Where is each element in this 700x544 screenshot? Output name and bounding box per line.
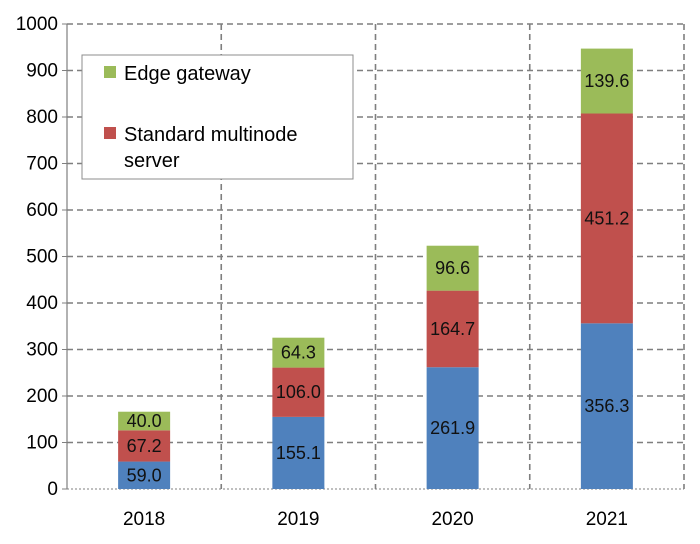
bar-segment-2018-series-0 (118, 461, 171, 489)
y-tick-label-0: 0 (47, 479, 58, 500)
legend-label-edge-gateway: Edge gateway (124, 63, 251, 85)
data-label-2019-series-2: 64.3 (281, 343, 316, 363)
x-tick-label-2019: 2019 (277, 509, 319, 530)
data-label-2020-series-0: 261.9 (430, 418, 475, 438)
bar-segment-2020-series-1 (426, 290, 479, 368)
y-tick-label-200: 200 (26, 386, 58, 407)
legend: Edge gateway Standard multinode server (81, 54, 354, 180)
bar-segment-2020-series-2 (426, 245, 479, 291)
bar-segment-2019-series-2 (272, 337, 325, 368)
y-tick-label-300: 300 (26, 340, 58, 361)
x-axis-tick-labels: 2018 2019 2020 2021 (123, 509, 628, 530)
y-tick-label-500: 500 (26, 247, 58, 268)
y-tick-label-700: 700 (26, 154, 58, 175)
bars (118, 48, 633, 489)
bar-segment-2021-series-1 (580, 113, 633, 324)
y-tick-label-800: 800 (26, 107, 58, 128)
bar-segment-2020-series-0 (426, 367, 479, 489)
axes (62, 23, 684, 490)
data-label-2018-series-1: 67.2 (127, 436, 162, 456)
data-labels: 59.0 67.2 40.0 155.1 106.0 64.3 261.9 164.7 96.6… (127, 71, 630, 485)
legend-swatch-edge-gateway (104, 66, 116, 78)
y-tick-label-400: 400 (26, 293, 58, 314)
x-tick-label-2021: 2021 (586, 509, 628, 530)
data-label-2021-series-1: 451.2 (584, 208, 629, 228)
legend-swatch-standard-multinode-server (104, 127, 116, 139)
y-tick-label-900: 900 (26, 61, 58, 82)
bar-segment-2019-series-0 (272, 416, 325, 489)
bar-segment-2018-series-2 (118, 411, 171, 431)
legend-label-standard-multinode-server-line1: Standard multinode (124, 124, 297, 146)
data-label-2019-series-0: 155.1 (276, 443, 321, 463)
legend-label-standard-multinode-server-line2: server (124, 150, 180, 172)
bar-segment-2021-series-2 (580, 48, 633, 114)
bar-segment-2018-series-1 (118, 430, 171, 462)
legend-box (81, 54, 354, 180)
x-tick-label-2018: 2018 (123, 509, 165, 530)
bar-segment-2019-series-1 (272, 367, 325, 417)
y-tick-label-600: 600 (26, 200, 58, 221)
data-label-2020-series-2: 96.6 (435, 258, 470, 278)
bar-segment-2021-series-0 (580, 323, 633, 489)
data-label-2018-series-0: 59.0 (127, 465, 162, 485)
data-label-2021-series-0: 356.3 (584, 396, 629, 416)
data-label-2018-series-2: 40.0 (127, 411, 162, 431)
y-axis-tick-labels: 0 100 200 300 400 500 600 700 800 900 1000 (16, 14, 58, 500)
y-tick-label-100: 100 (26, 433, 58, 454)
data-label-2019-series-1: 106.0 (276, 382, 321, 402)
data-label-2021-series-2: 139.6 (584, 71, 629, 91)
data-label-2020-series-1: 164.7 (430, 319, 475, 339)
y-tick-label-1000: 1000 (16, 14, 58, 35)
x-tick-label-2020: 2020 (431, 509, 473, 530)
